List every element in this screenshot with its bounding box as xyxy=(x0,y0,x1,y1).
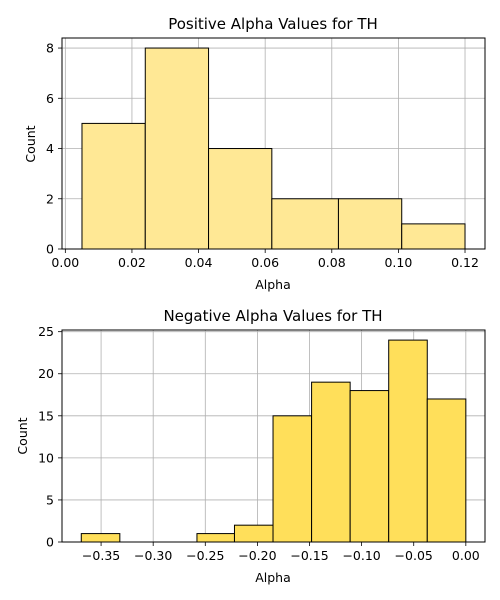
histogram-bar xyxy=(208,148,273,250)
x-tick-label: 0.08 xyxy=(318,255,346,270)
y-tick-label: 10 xyxy=(38,450,54,465)
axes-frame xyxy=(61,37,486,250)
x-tick-label: 0.00 xyxy=(452,548,480,563)
x-tick-label: 0.06 xyxy=(251,255,279,270)
histogram-bar xyxy=(388,339,428,543)
histogram-bar xyxy=(271,198,339,250)
x-tick-label: −0.20 xyxy=(238,548,276,563)
axes-frame xyxy=(61,329,486,543)
x-tick-label: 0.10 xyxy=(384,255,412,270)
x-axis-label: Alpha xyxy=(255,277,291,292)
histogram-bar xyxy=(349,390,390,543)
y-tick-label: 0 xyxy=(46,535,54,550)
x-tick-label: −0.05 xyxy=(395,548,433,563)
y-axis-label: Count xyxy=(15,417,30,454)
positive-alpha-histogram: Positive Alpha Values for TH 0.00 0.02 0.0… xyxy=(23,15,486,292)
histogram-bar xyxy=(196,533,235,543)
histogram-bar xyxy=(311,381,351,543)
y-tick-label: 5 xyxy=(46,492,54,507)
x-axis-label: Alpha xyxy=(255,570,291,585)
y-tick-label: 8 xyxy=(46,41,54,56)
y-tick-label: 0 xyxy=(46,242,54,257)
x-tick-label: 0.12 xyxy=(451,255,479,270)
y-tick-label: 4 xyxy=(46,141,54,156)
histogram-bar xyxy=(272,415,313,543)
histogram-bar xyxy=(81,122,146,250)
chart-title: Negative Alpha Values for TH xyxy=(163,307,382,325)
histogram-bar xyxy=(80,533,121,543)
negative-alpha-histogram: Negative Alpha Values for TH −0.35 −0.30−… xyxy=(15,307,486,585)
x-tick-label: 0.02 xyxy=(118,255,146,270)
y-tick-label: 15 xyxy=(38,408,54,423)
histogram-bar xyxy=(401,223,466,250)
histogram-bar xyxy=(233,524,274,543)
y-axis-label: Count xyxy=(23,125,38,162)
x-tick-label: −0.35 xyxy=(82,548,120,563)
histogram-bar xyxy=(144,47,210,250)
x-tick-label: 0.04 xyxy=(185,255,213,270)
y-tick-label: 2 xyxy=(46,191,54,206)
x-tick-label: −0.10 xyxy=(342,548,380,563)
histogram-bar xyxy=(337,198,403,250)
y-tick-label: 20 xyxy=(38,366,54,381)
x-tick-label: −0.30 xyxy=(134,548,172,563)
histogram-bar xyxy=(426,398,467,543)
x-tick-label: −0.15 xyxy=(290,548,328,563)
y-tick-label: 6 xyxy=(46,91,54,106)
chart-title: Positive Alpha Values for TH xyxy=(168,15,378,33)
x-tick-label: 0.00 xyxy=(51,255,79,270)
x-tick-label: −0.25 xyxy=(186,548,224,563)
y-tick-label: 25 xyxy=(38,324,54,339)
